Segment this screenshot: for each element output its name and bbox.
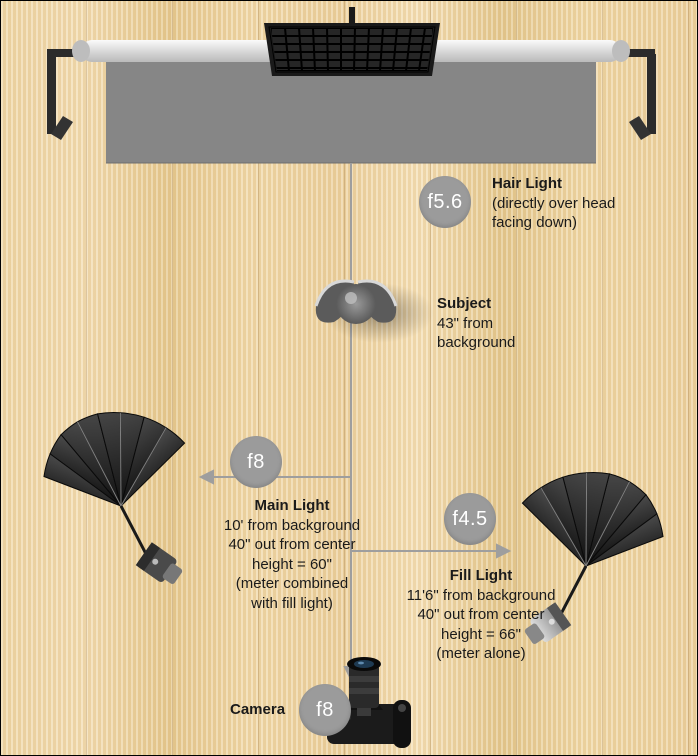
- badge-hair: f5.6: [419, 176, 471, 228]
- subject-icon: [316, 281, 434, 343]
- badge-fill: f4.5: [444, 493, 496, 545]
- main-light-title: Main Light: [255, 497, 330, 514]
- hair-light-title: Hair Light: [492, 175, 562, 192]
- fill-light-title: Fill Light: [450, 567, 512, 584]
- camera-title: Camera: [230, 701, 285, 718]
- badge-main: f8: [230, 436, 282, 488]
- subject-label: Subject 43" from background: [437, 294, 515, 353]
- camera-label: Camera: [230, 700, 285, 720]
- badge-camera: f8: [299, 684, 351, 736]
- subject-title: Subject: [437, 295, 491, 312]
- lighting-diagram: Hair Light (directly over head facing do…: [0, 0, 698, 756]
- fill-light-label: Fill Light 11'6" from background 40" out…: [391, 566, 571, 664]
- main-light-label: Main Light 10' from background 40" out f…: [212, 496, 372, 613]
- hair-light-grid: [264, 7, 440, 76]
- hair-light-label: Hair Light (directly over head facing do…: [492, 174, 615, 233]
- diagram-svg: [1, 1, 698, 756]
